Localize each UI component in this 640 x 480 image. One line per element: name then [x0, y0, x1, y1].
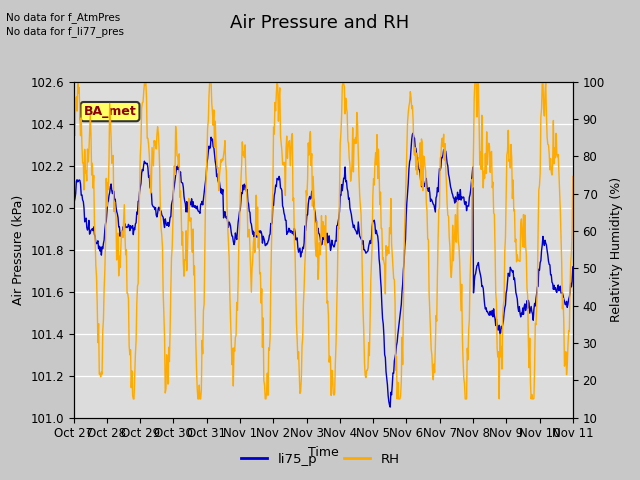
Text: BA_met: BA_met [84, 105, 136, 118]
X-axis label: Time: Time [308, 446, 339, 459]
Text: No data for f_li77_pres: No data for f_li77_pres [6, 26, 124, 37]
Y-axis label: Relativity Humidity (%): Relativity Humidity (%) [611, 177, 623, 322]
Text: No data for f_AtmPres: No data for f_AtmPres [6, 12, 121, 23]
Text: Air Pressure and RH: Air Pressure and RH [230, 14, 410, 33]
Legend: li75_p, RH: li75_p, RH [236, 447, 404, 471]
Y-axis label: Air Pressure (kPa): Air Pressure (kPa) [12, 194, 25, 305]
